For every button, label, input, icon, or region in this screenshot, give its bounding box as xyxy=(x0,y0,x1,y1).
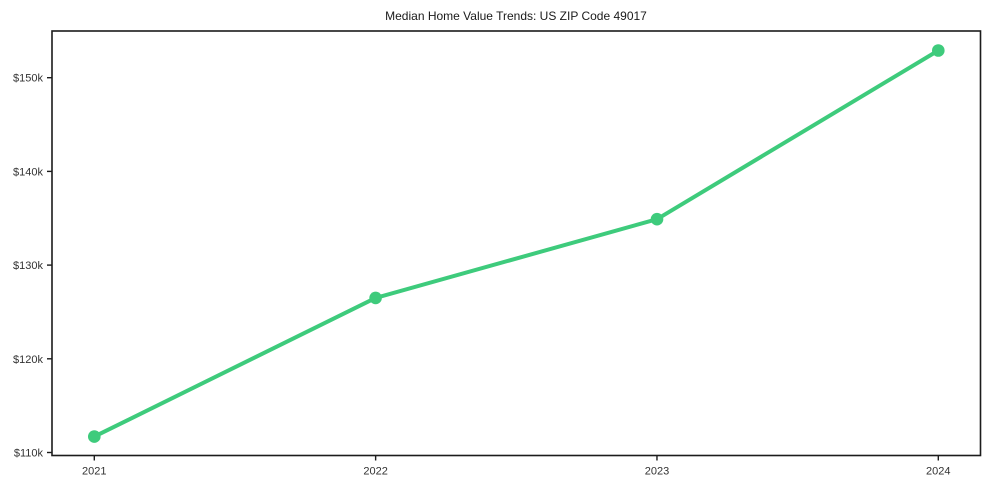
x-axis-tick-label: 2024 xyxy=(926,466,950,478)
y-axis-tick-label: $120k xyxy=(13,354,43,366)
y-axis-tick-label: $130k xyxy=(13,260,43,272)
x-axis-tick-label: 2021 xyxy=(82,466,106,478)
chart-title: Median Home Value Trends: US ZIP Code 49… xyxy=(385,9,647,23)
data-point-marker xyxy=(650,212,664,226)
y-axis-tick-label: $140k xyxy=(13,166,43,178)
x-axis-tick-label: 2022 xyxy=(363,466,387,478)
y-axis-tick-label: $110k xyxy=(14,448,44,460)
median-home-value-line xyxy=(92,48,941,439)
data-series-layer xyxy=(88,44,945,443)
data-point-marker xyxy=(88,430,101,443)
x-axis-tick-label: 2023 xyxy=(645,466,669,478)
y-axis-tick-label: $150k xyxy=(13,73,43,85)
plot-border xyxy=(51,30,982,457)
data-point-marker xyxy=(932,44,945,57)
data-point-marker xyxy=(369,291,382,305)
axes-layer: $110k $120k $130k $140k $150k 2021 2022 2023 202… xyxy=(13,30,982,478)
